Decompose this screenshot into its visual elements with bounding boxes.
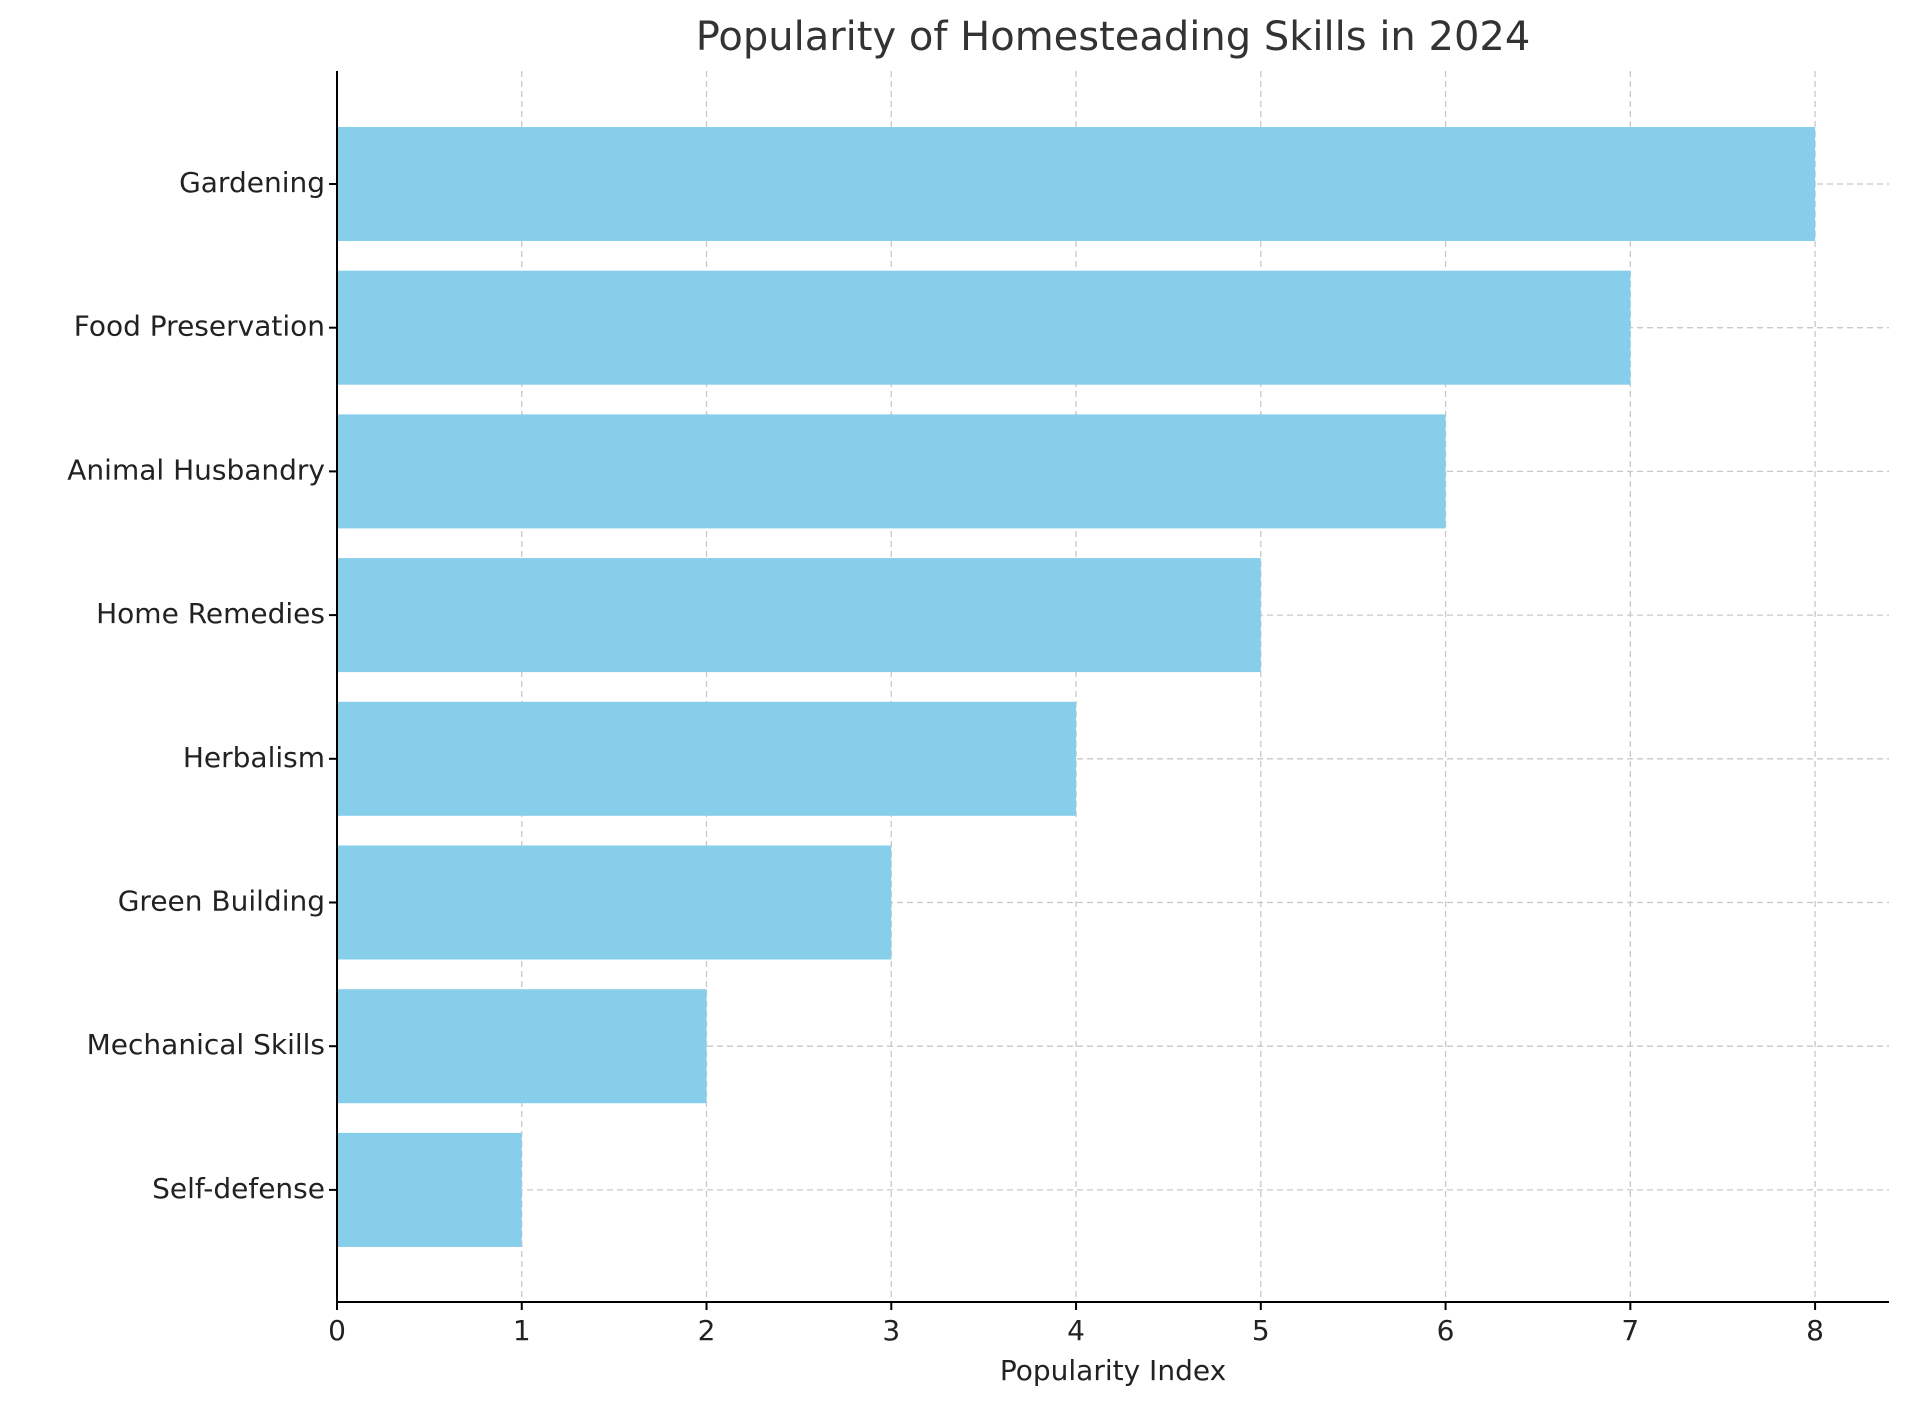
x-tick-label: 7 bbox=[1621, 1314, 1639, 1347]
x-tick-label: 3 bbox=[882, 1314, 900, 1347]
bar bbox=[337, 558, 1261, 673]
bar bbox=[337, 270, 1631, 385]
y-tick-label: Green Building bbox=[118, 885, 325, 918]
chart-title: Popularity of Homesteading Skills in 202… bbox=[696, 14, 1531, 60]
x-tick-label: 5 bbox=[1252, 1314, 1270, 1347]
bar bbox=[337, 989, 707, 1104]
y-tick-label: Herbalism bbox=[183, 741, 325, 774]
x-tick-label: 2 bbox=[698, 1314, 716, 1347]
y-tick-label: Gardening bbox=[179, 166, 325, 199]
x-tick-label: 4 bbox=[1067, 1314, 1085, 1347]
x-tick-label: 1 bbox=[513, 1314, 531, 1347]
y-tick-label: Home Remedies bbox=[96, 597, 325, 630]
y-tick-label: Food Preservation bbox=[74, 310, 325, 343]
y-tick-label: Mechanical Skills bbox=[87, 1028, 325, 1061]
bar bbox=[337, 701, 1077, 816]
y-tick-label: Animal Husbandry bbox=[67, 453, 325, 486]
y-tick-label: Self-defense bbox=[152, 1172, 325, 1205]
x-tick-label: 8 bbox=[1806, 1314, 1824, 1347]
x-tick-label: 6 bbox=[1437, 1314, 1455, 1347]
grid bbox=[336, 71, 1889, 1302]
bar bbox=[337, 1132, 522, 1247]
x-tick-label: 0 bbox=[328, 1314, 346, 1347]
x-axis-label: Popularity Index bbox=[1000, 1354, 1226, 1387]
bar bbox=[337, 127, 1816, 241]
bar bbox=[337, 414, 1446, 529]
bar bbox=[337, 845, 892, 960]
